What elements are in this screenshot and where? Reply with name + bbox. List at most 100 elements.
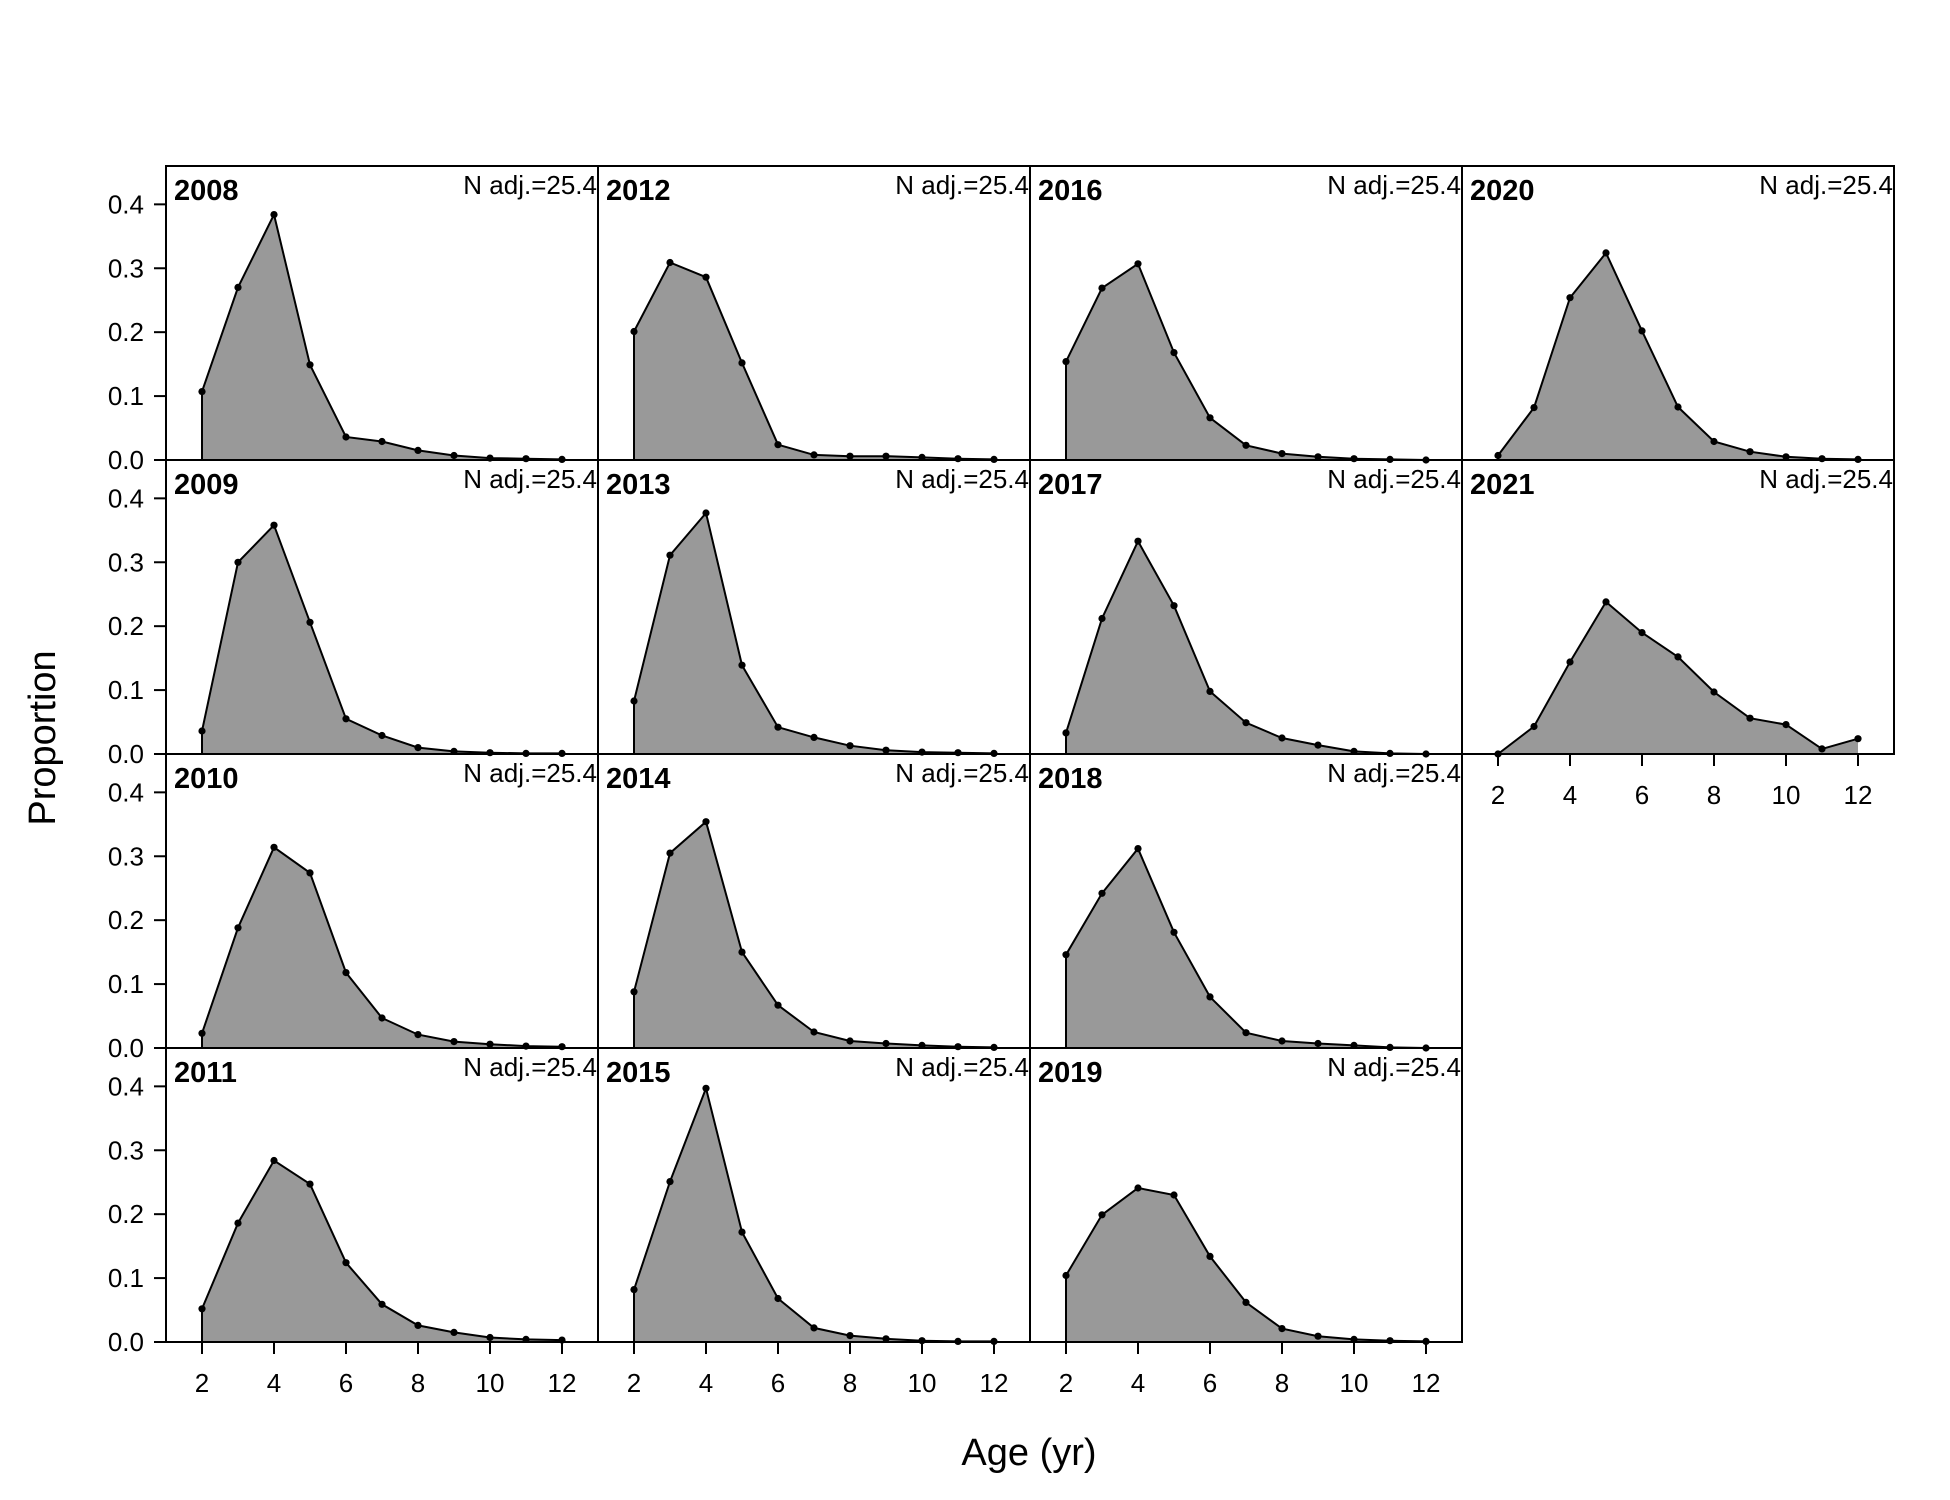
point-2021-age-8 xyxy=(1710,688,1718,696)
point-2015-age-8 xyxy=(846,1332,854,1340)
point-2017-age-7 xyxy=(1242,719,1250,727)
point-2009-age-8 xyxy=(414,744,422,752)
panel-2012: 2012 N adj.=25.4 xyxy=(597,165,1031,463)
year-label-2014: 2014 xyxy=(606,763,671,795)
point-2018-age-7 xyxy=(1242,1029,1250,1037)
point-2008-age-8 xyxy=(414,446,422,454)
point-2019-age-4 xyxy=(1134,1184,1142,1192)
panel-2015: 2015 N adj.=25.4 2 4 6 8 10 12 xyxy=(597,1047,1031,1398)
y-tick-label-2009-4: 0.4 xyxy=(108,483,144,513)
year-label-2012: 2012 xyxy=(606,175,671,207)
n-adj-label-2009: N adj.=25.4 xyxy=(463,464,597,494)
year-label-2015: 2015 xyxy=(606,1057,671,1089)
line-2019 xyxy=(1065,1186,1427,1343)
x-tick-label-2015-10: 10 xyxy=(908,1368,937,1398)
y-tick-label-2008-2: 0.2 xyxy=(108,317,144,347)
year-label-2019: 2019 xyxy=(1038,1057,1103,1089)
area-2014 xyxy=(634,821,994,1048)
line-2018 xyxy=(1065,846,1427,1049)
point-2019-age-9 xyxy=(1314,1332,1322,1340)
panel-2011: 2011 N adj.=25.4 0.0 0.1 0.2 0.3 0.4 2 4 6 8 10 12 xyxy=(108,1047,599,1398)
x-tick-label-2019-12: 12 xyxy=(1412,1368,1441,1398)
line-2012 xyxy=(633,261,995,461)
point-2008-age-3 xyxy=(234,283,242,291)
x-axis-title: Age (yr) xyxy=(961,1432,1096,1474)
point-2010-age-6 xyxy=(342,969,350,977)
point-2016-age-9 xyxy=(1314,453,1322,461)
x-tick-label-2011-6: 6 xyxy=(339,1368,353,1398)
panel-2018: 2018 N adj.=25.4 xyxy=(1029,753,1463,1052)
point-2008-age-4 xyxy=(270,211,278,219)
point-2017-age-4 xyxy=(1134,537,1142,545)
line-2017 xyxy=(1065,539,1427,755)
y-tick-label-2011-4: 0.4 xyxy=(108,1071,144,1101)
point-2020-age-7 xyxy=(1674,403,1682,411)
point-2010-age-5 xyxy=(306,869,314,877)
x-tick-label-2015-12: 12 xyxy=(980,1368,1009,1398)
point-2009-age-10 xyxy=(486,749,494,757)
y-tick-label-2008-3: 0.3 xyxy=(108,253,144,283)
point-2017-age-3 xyxy=(1098,614,1106,623)
year-label-2008: 2008 xyxy=(174,175,239,207)
x-tick-label-2021-6: 6 xyxy=(1635,780,1649,810)
point-2013-age-11 xyxy=(954,749,962,757)
line-2010 xyxy=(201,845,563,1048)
point-2011-age-3 xyxy=(234,1219,242,1227)
point-2018-age-3 xyxy=(1098,889,1106,897)
panel-2008: 2008 N adj.=25.4 0.0 0.1 0.2 0.3 0.4 xyxy=(108,165,599,475)
x-tick-label-2015-6: 6 xyxy=(771,1368,785,1398)
n-adj-label-2020: N adj.=25.4 xyxy=(1759,170,1893,200)
point-2015-age-4 xyxy=(702,1084,710,1092)
year-label-2018: 2018 xyxy=(1038,763,1103,795)
point-2020-age-9 xyxy=(1746,448,1754,456)
point-2012-age-2 xyxy=(630,327,638,336)
point-2013-age-7 xyxy=(810,733,818,742)
point-2021-age-6 xyxy=(1638,629,1646,637)
point-2013-age-5 xyxy=(738,661,746,669)
point-2013-age-4 xyxy=(702,509,710,517)
point-2021-age-3 xyxy=(1530,722,1538,731)
point-2020-age-10 xyxy=(1782,453,1790,461)
point-2019-age-8 xyxy=(1278,1325,1286,1333)
point-2014-age-9 xyxy=(882,1039,890,1048)
year-label-2009: 2009 xyxy=(174,469,239,501)
point-2021-age-4 xyxy=(1566,658,1574,666)
point-2011-age-4 xyxy=(270,1156,278,1165)
point-2010-age-7 xyxy=(378,1014,386,1022)
point-2012-age-3 xyxy=(666,258,674,267)
area-2020 xyxy=(1498,252,1858,460)
y-tick-label-2010-1: 0.1 xyxy=(108,969,144,999)
area-2011 xyxy=(202,1160,562,1342)
year-label-2017: 2017 xyxy=(1038,469,1103,501)
point-2018-age-5 xyxy=(1170,928,1178,936)
point-2010-age-4 xyxy=(270,843,278,851)
point-2020-age-2 xyxy=(1494,451,1502,460)
y-tick-label-2011-0: 0.0 xyxy=(108,1327,144,1357)
area-2013 xyxy=(634,513,994,754)
x-tick-label-2021-8: 8 xyxy=(1707,780,1721,810)
point-2012-age-5 xyxy=(738,359,746,367)
y-tick-label-2011-2: 0.2 xyxy=(108,1199,144,1229)
y-tick-label-2008-0: 0.0 xyxy=(108,445,144,475)
panel-2020: 2020 N adj.=25.4 xyxy=(1461,165,1895,463)
x-tick-label-2019-6: 6 xyxy=(1203,1368,1217,1398)
n-adj-label-2011: N adj.=25.4 xyxy=(463,1052,597,1082)
x-tick-label-2019-10: 10 xyxy=(1340,1368,1369,1398)
area-2010 xyxy=(202,847,562,1048)
x-tick-label-2021-10: 10 xyxy=(1772,780,1801,810)
point-2016-age-7 xyxy=(1242,441,1250,449)
area-2018 xyxy=(1066,848,1426,1048)
year-label-2016: 2016 xyxy=(1038,175,1103,207)
point-2010-age-12 xyxy=(558,1043,566,1051)
y-tick-label-2010-4: 0.4 xyxy=(108,777,144,807)
line-2016 xyxy=(1065,262,1427,461)
point-2014-age-4 xyxy=(702,818,710,826)
x-tick-label-2011-12: 12 xyxy=(548,1368,577,1398)
point-2009-age-7 xyxy=(378,731,386,740)
point-2012-age-8 xyxy=(846,452,854,460)
point-2016-age-4 xyxy=(1134,260,1142,268)
point-2019-age-11 xyxy=(1386,1337,1394,1345)
panel-2010: 2010 N adj.=25.4 0.0 0.1 0.2 0.3 0.4 xyxy=(108,753,599,1063)
point-2010-age-8 xyxy=(414,1031,422,1039)
point-2017-age-8 xyxy=(1278,734,1286,742)
